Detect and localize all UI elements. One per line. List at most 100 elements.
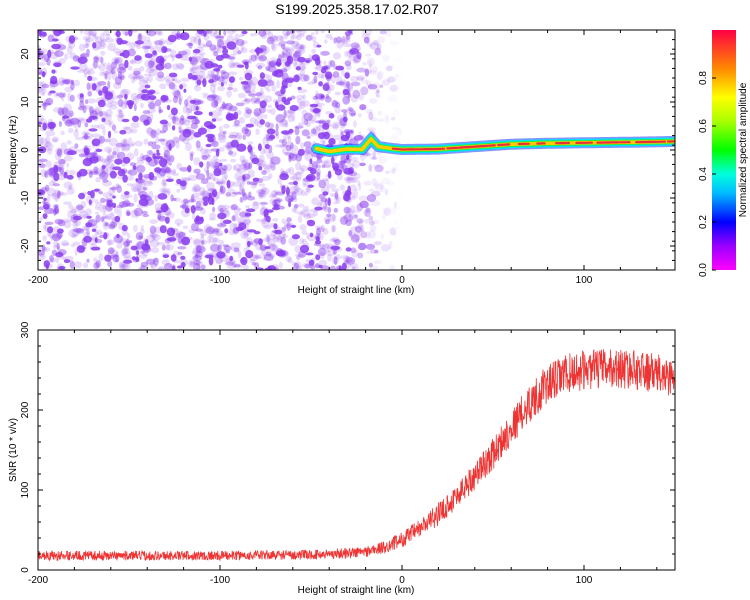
noise-blob	[159, 130, 166, 134]
noise-blob	[381, 214, 387, 221]
noise-blob	[343, 129, 353, 134]
noise-blob	[331, 256, 339, 265]
ridge-core-segment	[423, 147, 446, 151]
noise-blob	[197, 43, 207, 49]
noise-blob	[241, 85, 247, 91]
noise-blob	[348, 211, 355, 221]
noise-blob	[251, 201, 260, 210]
noise-blob	[189, 260, 194, 266]
noise-blob	[331, 156, 335, 165]
noise-blob	[120, 263, 128, 270]
noise-blob	[338, 160, 346, 165]
noise-blob	[376, 36, 386, 44]
noise-blob	[167, 54, 173, 58]
noise-blob	[348, 213, 353, 222]
noise-blob	[255, 241, 263, 251]
noise-blob	[101, 71, 110, 76]
noise-blob	[352, 214, 359, 221]
noise-blob	[206, 74, 214, 80]
noise-blob	[314, 60, 323, 64]
noise-blob	[216, 179, 226, 187]
noise-blob	[214, 161, 220, 169]
noise-blob	[264, 165, 271, 174]
noise-blob	[100, 158, 109, 163]
noise-blob	[255, 62, 266, 69]
noise-blob	[120, 101, 128, 110]
noise-blob	[236, 143, 247, 152]
noise-blob	[92, 60, 98, 69]
noise-blob	[63, 121, 73, 125]
noise-blob	[253, 108, 262, 117]
noise-blob	[223, 244, 230, 248]
noise-blob	[379, 30, 387, 35]
noise-blob	[245, 107, 249, 112]
noise-blob	[105, 108, 113, 117]
noise-blob	[315, 30, 319, 35]
noise-blob	[75, 205, 85, 210]
noise-blob	[262, 253, 266, 261]
noise-blob	[207, 94, 218, 98]
noise-blob	[333, 207, 338, 213]
noise-blob	[110, 61, 117, 69]
noise-blob	[274, 90, 285, 96]
noise-blob	[378, 155, 387, 165]
noise-blob	[351, 177, 359, 183]
noise-blob	[67, 210, 72, 219]
noise-blob	[122, 156, 131, 164]
noise-blob	[397, 195, 403, 198]
noise-blob	[163, 153, 168, 162]
noise-blob	[385, 170, 391, 174]
noise-blob	[57, 107, 65, 116]
noise-blob	[314, 240, 322, 245]
noise-blob	[349, 109, 357, 117]
noise-blob	[172, 197, 177, 202]
noise-blob	[254, 118, 259, 127]
noise-blob	[332, 121, 341, 126]
noise-blob	[217, 168, 227, 175]
noise-blob	[68, 184, 73, 191]
noise-blob	[80, 200, 87, 209]
noise-blob	[362, 30, 373, 36]
noise-blob	[363, 218, 370, 224]
noise-blob	[341, 38, 351, 43]
noise-blob	[251, 157, 260, 164]
noise-blob	[116, 151, 126, 160]
noise-blob	[281, 218, 286, 224]
noise-blob	[257, 79, 268, 87]
noise-blob	[38, 62, 46, 67]
noise-blob	[56, 148, 63, 157]
noise-blob	[232, 124, 241, 128]
noise-blob	[258, 154, 265, 163]
noise-blob	[294, 125, 304, 129]
noise-blob	[265, 65, 271, 72]
noise-blob	[258, 30, 267, 37]
noise-blob	[280, 236, 287, 245]
noise-blob	[154, 167, 162, 173]
noise-blob	[182, 48, 191, 57]
noise-blob	[309, 264, 316, 270]
noise-blob	[161, 203, 170, 213]
noise-blob	[178, 123, 182, 130]
noise-blob	[192, 98, 197, 107]
noise-blob	[110, 68, 116, 75]
noise-blob	[316, 170, 321, 177]
noise-blob	[259, 207, 269, 216]
noise-blob	[259, 47, 267, 57]
noise-blob	[187, 259, 196, 268]
noise-blob	[195, 260, 204, 266]
noise-blob	[289, 144, 299, 153]
noise-blob	[205, 143, 212, 148]
noise-blob	[109, 221, 118, 228]
noise-blob	[171, 125, 176, 131]
noise-blob	[281, 72, 289, 81]
noise-blob	[316, 202, 323, 208]
noise-blob	[60, 240, 69, 246]
noise-blob	[134, 140, 143, 147]
noise-blob	[137, 188, 141, 195]
noise-blob	[376, 72, 382, 81]
noise-blob	[287, 198, 294, 203]
noise-blob	[339, 81, 348, 87]
noise-blob	[123, 240, 130, 248]
noise-blob	[81, 237, 88, 247]
